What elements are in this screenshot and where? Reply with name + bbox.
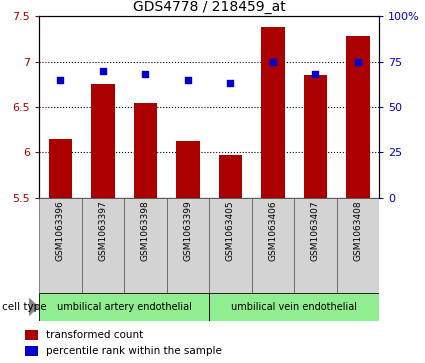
Bar [261, 27, 284, 198]
Point [312, 72, 319, 77]
Bar [337, 198, 379, 293]
Text: transformed count: transformed count [46, 330, 143, 340]
Text: GSM1063396: GSM1063396 [56, 201, 65, 261]
Bar [167, 198, 209, 293]
Polygon shape [29, 298, 38, 315]
Text: umbilical vein endothelial: umbilical vein endothelial [231, 302, 357, 312]
Bar [209, 198, 252, 293]
Text: GSM1063408: GSM1063408 [353, 201, 363, 261]
Bar [209, 293, 379, 321]
Point [227, 81, 234, 86]
Text: GSM1063406: GSM1063406 [268, 201, 278, 261]
Point [269, 59, 276, 65]
Bar [48, 139, 72, 198]
Bar [82, 198, 124, 293]
Point [354, 59, 361, 65]
Text: GSM1063398: GSM1063398 [141, 201, 150, 261]
Bar [133, 102, 157, 198]
Text: GSM1063405: GSM1063405 [226, 201, 235, 261]
Point [142, 72, 149, 77]
Text: umbilical artery endothelial: umbilical artery endothelial [57, 302, 192, 312]
Bar [39, 293, 209, 321]
Point [184, 77, 191, 83]
Text: percentile rank within the sample: percentile rank within the sample [46, 346, 222, 356]
Bar [91, 84, 114, 198]
Text: GSM1063399: GSM1063399 [183, 201, 193, 261]
Bar [346, 36, 369, 198]
Text: GSM1063407: GSM1063407 [311, 201, 320, 261]
Bar [176, 140, 199, 198]
Bar [303, 75, 327, 198]
Bar [218, 155, 242, 198]
Text: GSM1063397: GSM1063397 [98, 201, 108, 261]
Bar [124, 198, 167, 293]
Bar [25, 330, 38, 339]
Bar [39, 198, 82, 293]
Bar [25, 346, 38, 356]
Bar [294, 198, 337, 293]
Text: cell type: cell type [2, 302, 47, 312]
Point [57, 77, 64, 83]
Point [99, 68, 106, 74]
Bar [252, 198, 294, 293]
Title: GDS4778 / 218459_at: GDS4778 / 218459_at [133, 0, 286, 14]
